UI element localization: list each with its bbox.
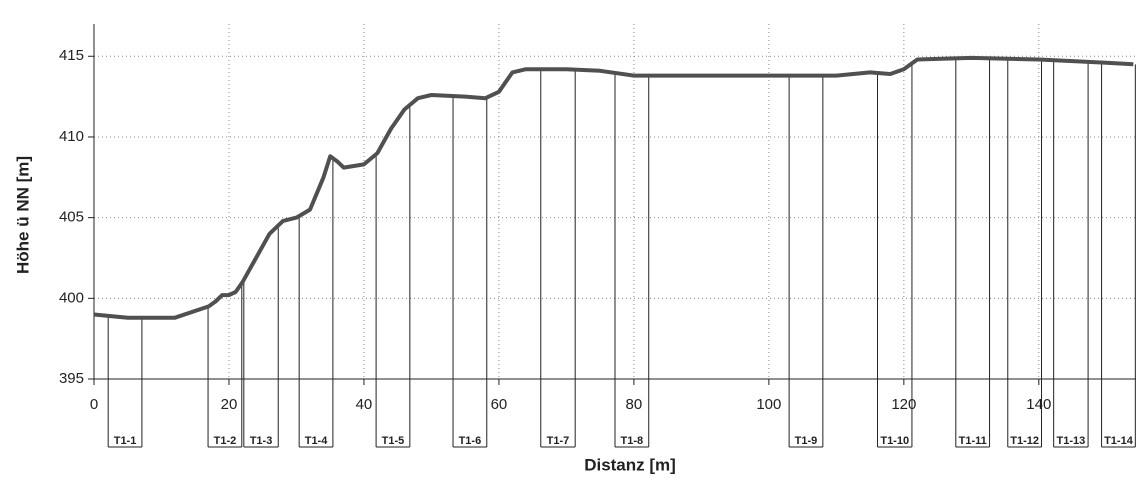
y-tick-label: 395 [59,370,84,387]
transect-label: T1-7 [547,435,570,447]
y-tick-label: 405 [59,209,84,226]
profile-line [93,55,1134,320]
x-tick-label: 40 [356,396,373,413]
transect-label: T1-8 [621,435,644,447]
x-tick-label: 100 [756,396,781,413]
transect-label: T1-5 [382,435,405,447]
transect-label: T1-13 [1057,435,1086,447]
transect-label: T1-6 [459,435,482,447]
transect-label: T1-2 [214,435,237,447]
transect-label: T1-11 [959,435,987,447]
transect-label: T1-12 [1010,435,1039,447]
y-tick-label: 415 [59,47,84,64]
transect-label: T1-10 [880,435,909,447]
transect-label: T1-14 [1104,435,1134,447]
x-tick-label: 60 [491,396,508,413]
transect-label: T1-9 [795,435,818,447]
y-axis-title: Höhe ü NN [m] [13,156,32,274]
transect-label: T1-4 [305,435,329,447]
x-tick-label: 20 [221,396,238,413]
x-tick-label: 0 [90,396,98,413]
transect-label: T1-3 [250,435,273,447]
x-tick-label: 140 [1026,396,1051,413]
x-tick-label: 120 [891,396,916,413]
x-axis-title: Distanz [m] [584,455,676,474]
y-tick-label: 400 [59,289,84,306]
transect-label: T1-1 [114,435,137,447]
y-tick-label: 410 [59,128,84,145]
x-tick-label: 80 [626,396,643,413]
